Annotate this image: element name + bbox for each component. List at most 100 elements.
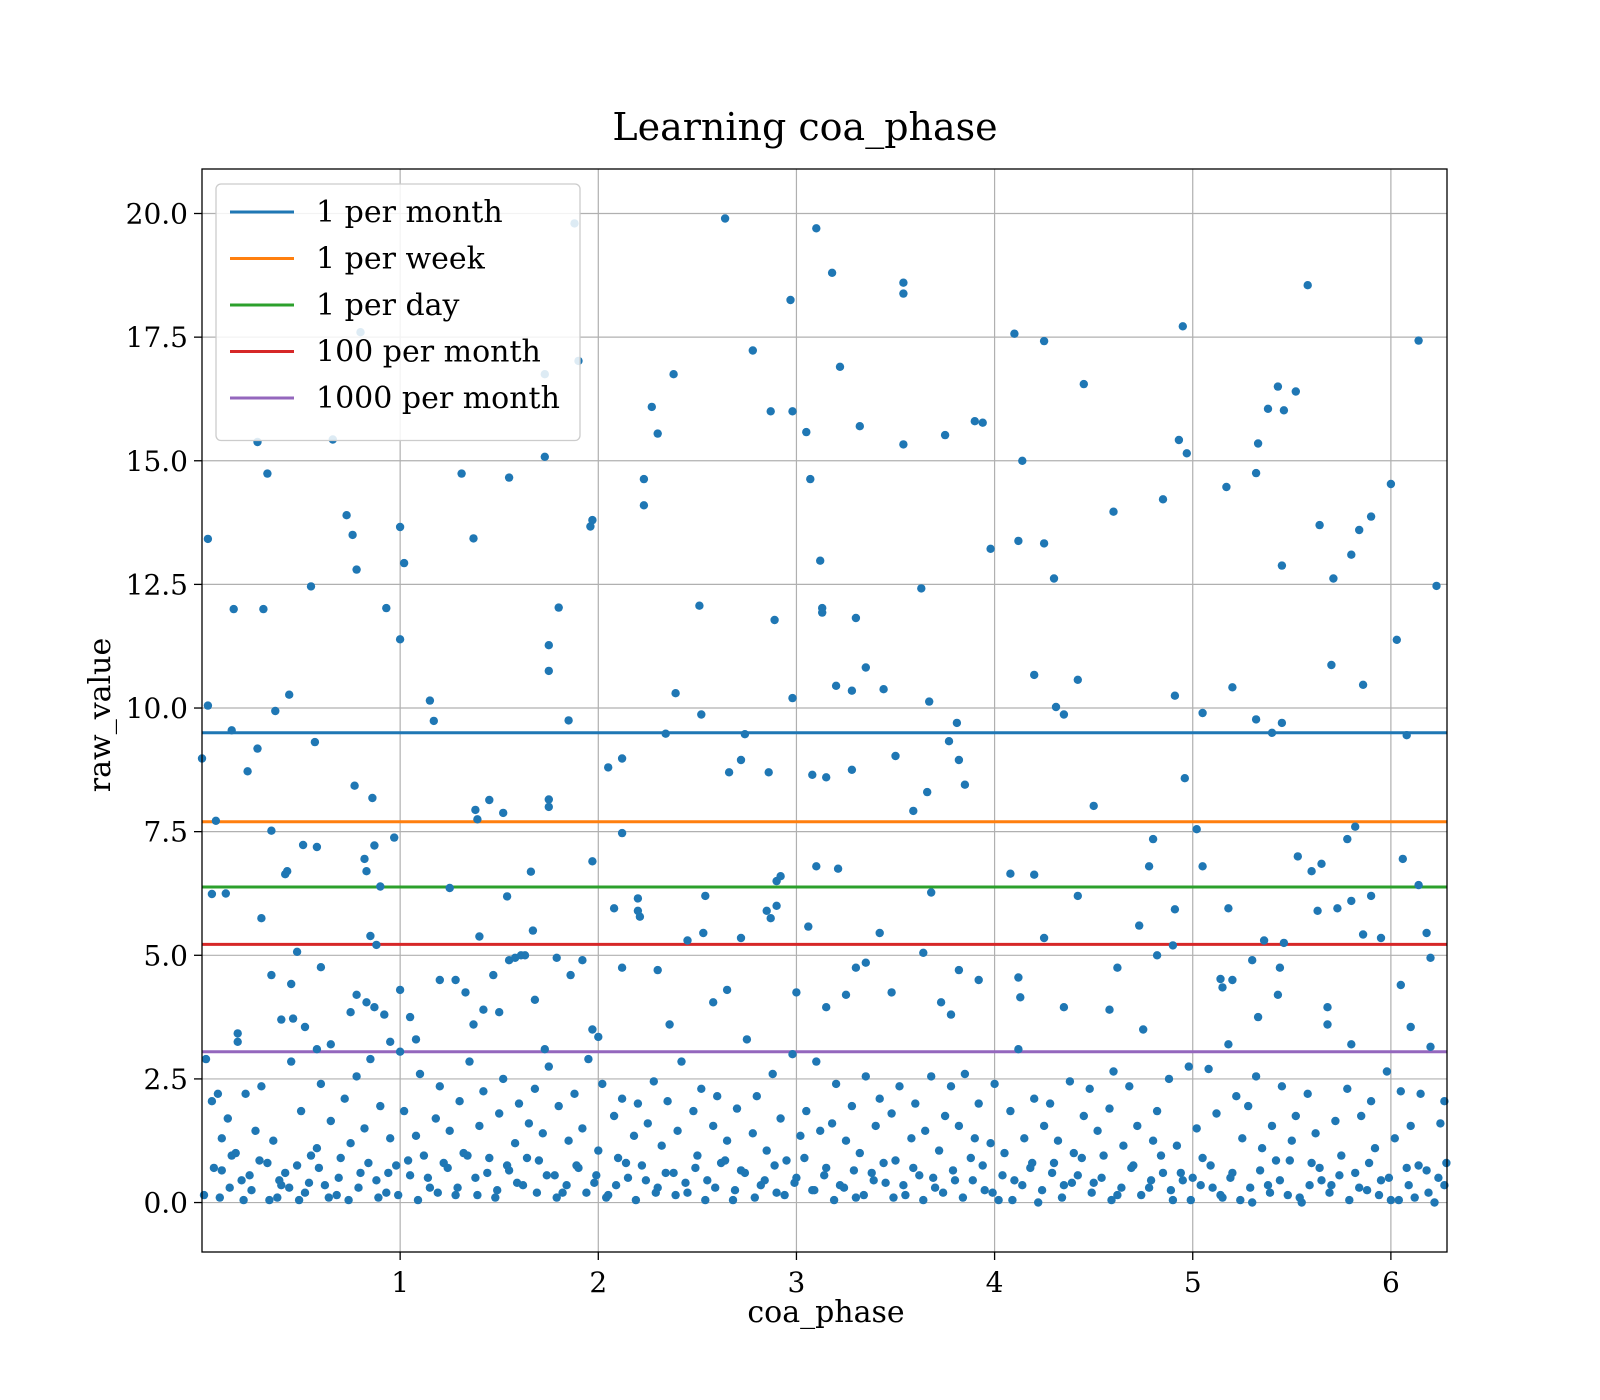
scatter-point: [1196, 1181, 1205, 1190]
scatter-point: [382, 603, 391, 613]
scatter-point: [1047, 1168, 1057, 1178]
scatter-point: [929, 1173, 938, 1183]
scatter-point: [879, 1158, 888, 1168]
scatter-point: [370, 841, 379, 850]
scatter-point: [1226, 1173, 1235, 1183]
scatter-point: [1236, 1195, 1245, 1205]
scatter-point: [760, 1176, 769, 1185]
scatter-point: [1366, 1097, 1376, 1106]
scatter-point: [360, 854, 369, 864]
scatter-point: [453, 1183, 462, 1192]
scatter-point: [562, 1181, 571, 1190]
scatter-point: [1018, 456, 1027, 465]
scatter-point: [392, 1161, 401, 1170]
scatter-point: [415, 1069, 425, 1079]
scatter-point: [465, 1057, 474, 1066]
scatter-point: [499, 1074, 508, 1084]
scatter-point: [1345, 1195, 1354, 1205]
scatter-point: [722, 985, 732, 995]
scatter-point: [1144, 1183, 1154, 1192]
scatter-point: [1263, 404, 1273, 413]
scatter-point: [693, 1151, 702, 1160]
scatter-point: [471, 1173, 480, 1183]
scatter-point: [1232, 1092, 1241, 1101]
x-tick-label: 4: [986, 1266, 1004, 1299]
scatter-point: [1394, 1195, 1404, 1205]
scatter-point: [1416, 1089, 1425, 1099]
scatter-point: [1422, 1166, 1431, 1175]
scatter-point: [356, 1168, 365, 1178]
scatter-point: [199, 1190, 209, 1200]
scatter-point: [720, 214, 730, 223]
scatter-point: [891, 1156, 900, 1165]
scatter-point: [362, 998, 371, 1007]
scatter-point: [552, 953, 561, 962]
scatter-point: [720, 1156, 730, 1165]
legend-box: [215, 183, 581, 442]
scatter-point: [237, 1176, 246, 1185]
scatter-point: [822, 1163, 831, 1173]
scatter-point: [207, 889, 217, 899]
scatter-point: [251, 1126, 260, 1136]
scatter-point: [829, 1195, 839, 1205]
scatter-point: [1146, 1176, 1156, 1185]
scatter-point: [342, 511, 351, 520]
scatter-point: [1307, 1158, 1316, 1168]
scatter-point: [891, 751, 900, 761]
scatter-point: [285, 1183, 294, 1192]
scatter-point: [1406, 1121, 1415, 1131]
scatter-point: [752, 1092, 761, 1101]
scatter-point: [602, 1193, 611, 1202]
scatter-point: [1105, 1104, 1114, 1113]
scatter-point: [770, 1161, 779, 1170]
scatter-point: [550, 1171, 559, 1180]
scatter-point: [366, 1054, 375, 1064]
scatter-point: [346, 1008, 355, 1017]
scatter-point: [1119, 1141, 1128, 1150]
scatter-point: [275, 1176, 284, 1185]
scatter-point: [855, 1148, 864, 1158]
scatter-point: [326, 1040, 335, 1049]
grid-lines: [202, 169, 1447, 1252]
scatter-point: [899, 440, 908, 449]
scatter-point: [861, 958, 870, 967]
scatter-point: [1228, 975, 1237, 985]
scatter-point: [229, 604, 238, 614]
scatter-point: [1347, 1040, 1356, 1049]
scatter-point: [782, 1156, 791, 1165]
scatter-point: [925, 697, 934, 706]
scatter-point: [259, 604, 268, 614]
scatter-point: [867, 1168, 876, 1178]
scatter-point: [376, 882, 385, 891]
scatter-point: [386, 1037, 395, 1047]
scatter-point: [227, 726, 236, 735]
scatter-point: [859, 1190, 868, 1200]
scatter-point: [954, 755, 964, 765]
scatter-point: [512, 1178, 522, 1188]
scatter-point: [1285, 1156, 1295, 1165]
scatter-point: [598, 1079, 607, 1089]
scatter-point: [312, 1144, 322, 1153]
scatter-point: [1057, 1193, 1067, 1202]
scatter-point: [578, 956, 587, 965]
scatter-point: [820, 1171, 829, 1180]
scatter-point: [1238, 1134, 1247, 1143]
scatter-point: [980, 1186, 989, 1195]
scatter-point: [1039, 539, 1049, 548]
scatter-point: [669, 1168, 678, 1178]
scatter-point: [1028, 1158, 1037, 1168]
scatter-point: [419, 1151, 429, 1160]
scatter-point: [1089, 1178, 1098, 1188]
scatter-point: [780, 1190, 789, 1200]
scatter-point: [1166, 1186, 1176, 1195]
scatter-point: [1275, 1176, 1285, 1185]
scatter-point: [1426, 1042, 1435, 1052]
scatter-point: [1351, 1168, 1360, 1178]
scatter-point: [609, 904, 619, 913]
scatter-point: [1073, 891, 1083, 901]
scatter-point: [966, 1153, 975, 1163]
scatter-point: [405, 1012, 415, 1022]
scatter-point: [948, 1166, 958, 1175]
scatter-point: [788, 693, 797, 703]
scatter-point: [1188, 1173, 1197, 1183]
